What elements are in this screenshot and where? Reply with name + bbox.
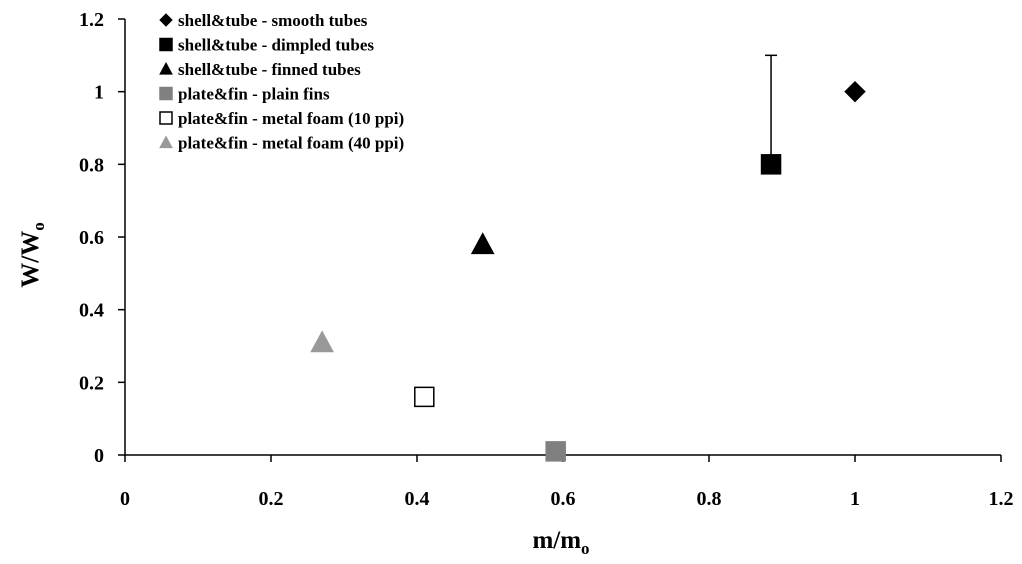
data-point	[545, 441, 566, 462]
legend-label: plate&fin - metal foam (10 ppi)	[178, 109, 404, 128]
x-tick-label: 0.2	[259, 488, 284, 510]
y-tick-label: 0.4	[79, 300, 104, 322]
data-point	[844, 80, 866, 103]
legend-label: plate&fin - plain fins	[178, 85, 330, 104]
data-point	[760, 154, 782, 175]
x-tick-label: 0.6	[551, 488, 576, 510]
y-axis-title-sub: o	[29, 222, 48, 231]
legend-label: plate&fin - metal foam (40 ppi)	[178, 134, 404, 153]
y-tick-label: 0.8	[79, 154, 104, 176]
y-axis-title-main: W/W	[17, 231, 44, 288]
data-point	[310, 330, 334, 353]
x-tick-label: 0.4	[405, 488, 430, 510]
legend-marker	[159, 37, 173, 52]
y-tick-label: 1	[94, 82, 104, 104]
data-point	[470, 232, 495, 255]
x-axis-title: m/mo	[532, 527, 589, 558]
legend-marker	[159, 61, 173, 75]
x-axis-title-main: m/m	[532, 527, 581, 554]
legend-marker	[159, 13, 173, 27]
data-points	[310, 54, 866, 462]
tick-labels: 0 0.2 0.4 0.6 0.8 1 1.2 0 0.2 0.4 0.6 0.8 1 1.2	[79, 9, 1014, 510]
data-point	[414, 386, 435, 408]
x-tick-label: 0	[120, 488, 130, 510]
y-tick-label: 0.2	[79, 372, 104, 394]
x-axis-title-sub: o	[581, 539, 590, 558]
y-tick-label: 1.2	[79, 9, 104, 31]
y-axis-title: W/Wo	[17, 222, 48, 287]
x-tick-label: 1	[850, 488, 860, 510]
legend: shell&tube - smooth tubes shell&tube - di…	[159, 11, 404, 153]
legend-marker	[159, 111, 173, 125]
y-tick-label: 0.6	[79, 227, 104, 249]
x-tick-label: 0.8	[697, 488, 722, 510]
y-tick-label: 0	[94, 445, 104, 467]
legend-label: shell&tube - finned tubes	[178, 60, 361, 79]
legend-marker	[159, 135, 173, 149]
legend-label: shell&tube - smooth tubes	[178, 11, 368, 30]
legend-marker	[159, 86, 173, 101]
x-tick-label: 1.2	[989, 488, 1014, 510]
legend-label: shell&tube - dimpled tubes	[178, 36, 374, 55]
